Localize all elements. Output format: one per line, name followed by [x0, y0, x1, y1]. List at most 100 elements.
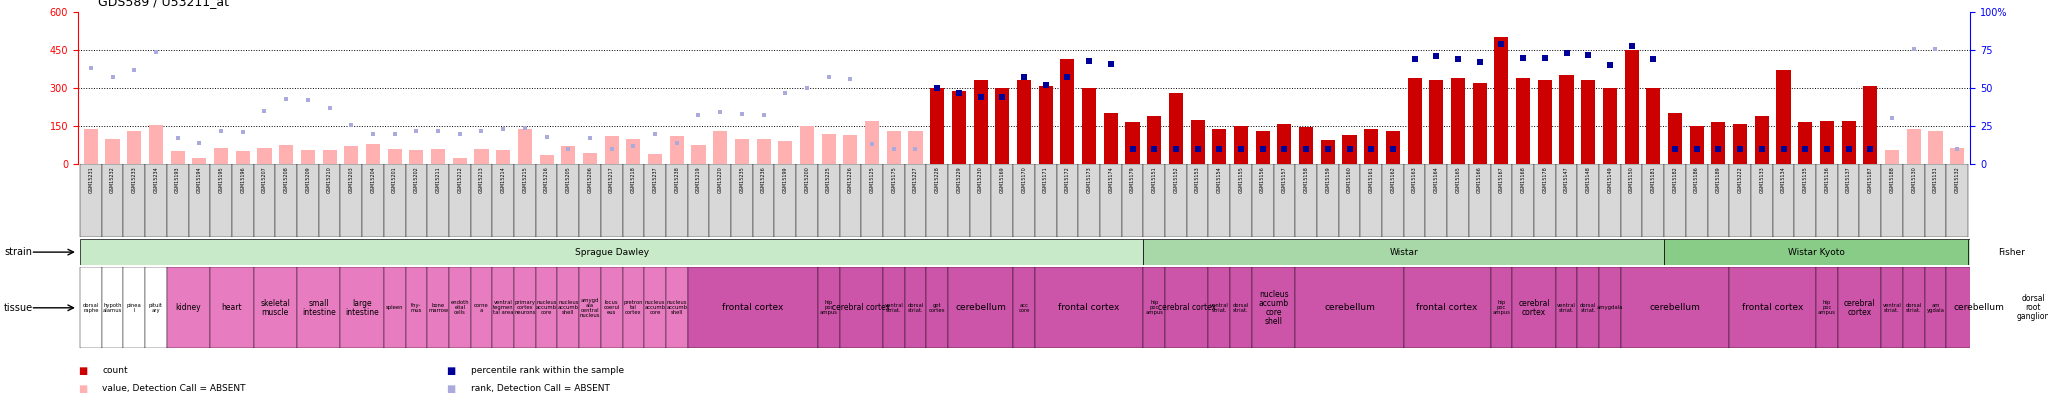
Text: large
intestine: large intestine	[346, 299, 379, 317]
Text: value, Detection Call = ABSENT: value, Detection Call = ABSENT	[102, 384, 246, 393]
Text: ventral
striat.: ventral striat.	[1210, 303, 1229, 313]
Text: GSM15205: GSM15205	[565, 166, 571, 193]
Text: GSM15158: GSM15158	[1305, 166, 1309, 193]
Text: heart: heart	[221, 303, 242, 312]
Bar	[492, 267, 514, 348]
Bar	[1733, 124, 1747, 164]
Text: GSM15220: GSM15220	[717, 166, 723, 193]
Bar	[1104, 113, 1118, 164]
Text: GSM15189: GSM15189	[1716, 166, 1720, 193]
Bar	[406, 267, 428, 348]
Bar	[1667, 113, 1681, 164]
Text: primary
cortex
neurons: primary cortex neurons	[514, 300, 537, 315]
Text: GSM15154: GSM15154	[1217, 166, 1223, 193]
Text: cerebellum: cerebellum	[954, 303, 1006, 312]
Text: GSM15214: GSM15214	[500, 166, 506, 193]
Bar	[1274, 164, 1294, 237]
Text: frontal cortex: frontal cortex	[1743, 303, 1804, 312]
Bar	[948, 164, 971, 237]
Bar	[887, 131, 901, 164]
Text: GSM15178: GSM15178	[1542, 166, 1548, 193]
Bar	[709, 164, 731, 237]
Bar	[1860, 164, 1882, 237]
Bar	[1143, 164, 1165, 237]
Bar	[1577, 267, 1599, 348]
Text: GSM15232: GSM15232	[111, 166, 115, 193]
Bar	[1014, 267, 1034, 348]
Bar	[1884, 150, 1898, 164]
Text: nucleus
accumb
core
shell: nucleus accumb core shell	[1260, 290, 1288, 326]
Bar	[821, 134, 836, 164]
Bar	[1776, 70, 1790, 164]
Text: GSM15193: GSM15193	[176, 166, 180, 193]
Bar	[713, 131, 727, 164]
Text: GSM15165: GSM15165	[1456, 166, 1460, 193]
Bar	[731, 164, 754, 237]
Text: Sprague Dawley: Sprague Dawley	[575, 247, 649, 257]
Text: amygd
ala
central
nucleus: amygd ala central nucleus	[580, 298, 600, 318]
Text: Wistar Kyoto: Wistar Kyoto	[1788, 247, 1845, 257]
Bar	[1665, 239, 1968, 265]
Bar	[1841, 121, 1855, 164]
Bar	[735, 139, 750, 164]
Text: GSM15135: GSM15135	[1802, 166, 1808, 193]
Bar	[817, 267, 840, 348]
Bar	[344, 146, 358, 164]
Bar	[362, 164, 383, 237]
Text: hip
poc
ampus: hip poc ampus	[819, 300, 838, 315]
Bar	[537, 164, 557, 237]
Bar	[1686, 164, 1708, 237]
Text: GSM15160: GSM15160	[1348, 166, 1352, 193]
Text: GSM15225: GSM15225	[825, 166, 831, 193]
Bar	[1599, 164, 1620, 237]
Bar	[1018, 81, 1030, 164]
Bar	[1122, 164, 1143, 237]
Bar	[584, 153, 598, 164]
Bar	[645, 164, 666, 237]
Bar	[1382, 164, 1403, 237]
Bar	[926, 164, 948, 237]
Text: ■: ■	[446, 366, 457, 375]
Bar	[1581, 81, 1595, 164]
Text: thy-
mus: thy- mus	[412, 303, 422, 313]
Text: GSM15218: GSM15218	[631, 166, 635, 193]
Bar	[1925, 164, 1946, 237]
Bar	[909, 131, 922, 164]
Bar	[406, 164, 428, 237]
Text: acc
core: acc core	[1018, 303, 1030, 313]
Bar	[840, 164, 862, 237]
Text: GSM15217: GSM15217	[608, 166, 614, 193]
Bar	[930, 88, 944, 164]
Text: GSM15211: GSM15211	[436, 166, 440, 193]
Bar	[1821, 121, 1835, 164]
Bar	[1235, 126, 1247, 164]
Text: dorsal
raphe: dorsal raphe	[82, 303, 98, 313]
Bar	[274, 164, 297, 237]
Text: GSM15125: GSM15125	[870, 166, 874, 193]
Text: GSM15229: GSM15229	[956, 166, 961, 193]
Bar	[905, 164, 926, 237]
Bar	[1491, 267, 1511, 348]
Bar	[995, 88, 1010, 164]
Bar	[1038, 85, 1053, 164]
Text: nucleus
accumb
core: nucleus accumb core	[537, 300, 557, 315]
Bar	[1516, 78, 1530, 164]
Bar	[1231, 164, 1251, 237]
Bar	[383, 267, 406, 348]
Bar	[883, 267, 905, 348]
Text: GSM15201: GSM15201	[391, 166, 397, 193]
Bar	[514, 267, 537, 348]
Bar	[905, 267, 926, 348]
Bar	[692, 145, 705, 164]
Text: hip
poc
ampus: hip poc ampus	[1493, 300, 1511, 315]
Text: strain: strain	[4, 247, 33, 257]
Bar	[778, 141, 793, 164]
Text: GSM15168: GSM15168	[1520, 166, 1526, 193]
Bar	[1143, 239, 1665, 265]
Bar	[1495, 37, 1509, 164]
Bar	[449, 267, 471, 348]
Text: GSM15170: GSM15170	[1022, 166, 1026, 193]
Bar	[1794, 164, 1817, 237]
Bar	[1604, 88, 1618, 164]
Bar	[623, 164, 645, 237]
